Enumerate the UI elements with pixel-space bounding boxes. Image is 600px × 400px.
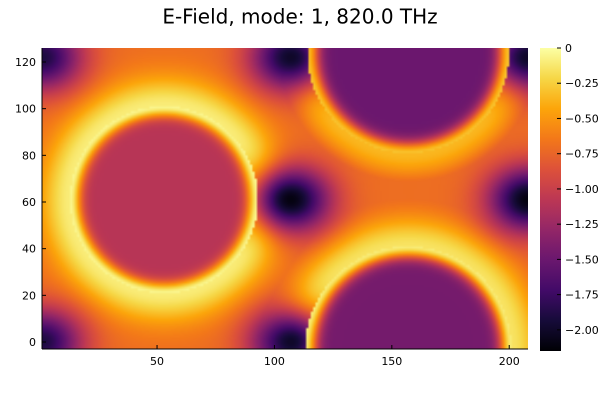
colorbar: [540, 48, 561, 351]
y-tick-label: 60: [22, 196, 36, 209]
plot-area: [42, 48, 528, 349]
colorbar-tick-label: −1.75: [565, 289, 599, 302]
y-tick-label: 120: [15, 56, 36, 69]
colorbar-tick-label: 0: [565, 42, 572, 55]
x-tick-label: 200: [499, 355, 520, 368]
colorbar-scale: [540, 48, 561, 351]
colorbar-tick-label: −1.50: [565, 253, 599, 266]
colorbar-tick-label: −2.00: [565, 324, 599, 337]
y-axis-ticks: 0 20 40 60 80 100 120: [15, 56, 46, 349]
y-tick-label: 20: [22, 289, 36, 302]
x-tick-label: 150: [381, 355, 402, 368]
y-tick-label: 0: [29, 336, 36, 349]
x-axis-ticks: 50 100 150 200: [150, 345, 520, 368]
colorbar-tick-label: −1.00: [565, 183, 599, 196]
chart-title: E-Field, mode: 1, 820.0 THz: [162, 5, 437, 29]
colorbar-ticks: 0 −0.25 −0.50 −0.75 −1.00 −1.25 −1.50 −1.75 −2.0…: [557, 42, 599, 337]
colorbar-tick-label: −1.25: [565, 218, 599, 231]
colorbar-tick-label: −0.50: [565, 112, 599, 125]
heatmap-image: [42, 48, 528, 349]
x-tick-label: 100: [264, 355, 285, 368]
axes: [41, 48, 528, 350]
colorbar-tick-label: −0.75: [565, 148, 599, 161]
colorbar-tick-label: −0.25: [565, 77, 599, 90]
y-tick-label: 100: [15, 103, 36, 116]
y-tick-label: 40: [22, 243, 36, 256]
y-tick-label: 80: [22, 149, 36, 162]
x-tick-label: 50: [150, 355, 164, 368]
